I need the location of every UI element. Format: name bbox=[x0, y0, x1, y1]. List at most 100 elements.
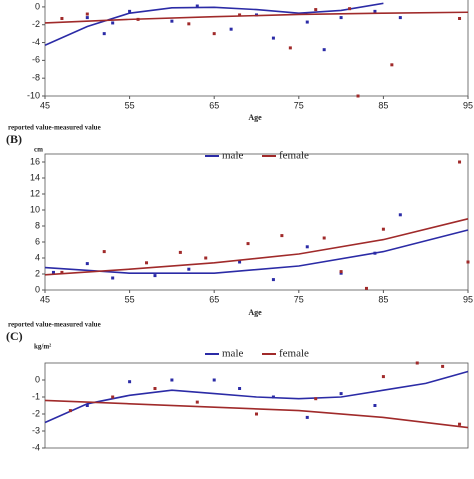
data-point bbox=[238, 260, 242, 264]
data-point bbox=[238, 387, 242, 390]
y-tick-label: 0 bbox=[35, 284, 40, 294]
data-point bbox=[314, 8, 318, 12]
x-tick-label: 95 bbox=[463, 294, 473, 304]
fit-line bbox=[44, 2, 384, 46]
legend-label: female bbox=[279, 150, 309, 162]
fit-line bbox=[44, 229, 469, 274]
data-point bbox=[85, 404, 89, 407]
data-point bbox=[271, 395, 275, 399]
data-point bbox=[85, 262, 89, 266]
data-point bbox=[373, 404, 377, 407]
data-point bbox=[314, 397, 318, 401]
fit-line bbox=[44, 218, 469, 276]
x-tick-label: 95 bbox=[463, 100, 473, 110]
data-point bbox=[212, 378, 216, 382]
y-tick-label: -3 bbox=[32, 425, 40, 435]
y-tick-label: -8 bbox=[32, 73, 40, 83]
plot-frame bbox=[44, 0, 469, 97]
data-point bbox=[195, 4, 199, 8]
x-axis-label: Age bbox=[248, 113, 262, 122]
y-tick-label: 2 bbox=[35, 268, 40, 278]
x-tick-label: 85 bbox=[378, 294, 388, 304]
data-point bbox=[339, 270, 343, 274]
data-point bbox=[381, 375, 385, 379]
data-point bbox=[111, 395, 115, 399]
data-point bbox=[458, 160, 462, 164]
data-point bbox=[178, 250, 182, 254]
data-point bbox=[356, 94, 360, 98]
y-tick-label: -10 bbox=[27, 90, 40, 100]
data-point bbox=[466, 260, 470, 264]
y-unit: kg/m² bbox=[34, 343, 51, 351]
y-tick-label: -6 bbox=[32, 55, 40, 65]
legend-label: male bbox=[222, 348, 243, 360]
data-point bbox=[339, 271, 343, 275]
x-tick-label: 75 bbox=[294, 100, 304, 110]
data-point bbox=[111, 21, 115, 25]
legend-label: male bbox=[222, 150, 243, 162]
x-tick-label: 75 bbox=[294, 294, 304, 304]
y-tick-label: -4 bbox=[32, 442, 40, 452]
data-point bbox=[145, 261, 149, 265]
data-point bbox=[85, 16, 89, 20]
data-point bbox=[238, 13, 242, 17]
data-point bbox=[305, 20, 309, 24]
y-tick-label: 0 bbox=[35, 374, 40, 384]
data-point bbox=[187, 267, 191, 271]
data-point bbox=[398, 213, 402, 217]
data-point bbox=[322, 48, 326, 52]
y-tick-label: 0 bbox=[35, 1, 40, 11]
data-point bbox=[339, 392, 343, 396]
y-unit: cm bbox=[34, 146, 43, 154]
y-axis-caption: reported value-measured value bbox=[8, 321, 101, 329]
y-tick-label: 16 bbox=[30, 156, 40, 166]
data-point bbox=[373, 251, 377, 255]
data-point bbox=[187, 22, 191, 26]
data-point bbox=[195, 400, 199, 404]
data-point bbox=[102, 250, 106, 254]
data-point bbox=[381, 227, 385, 231]
data-point bbox=[458, 422, 462, 426]
data-point bbox=[229, 27, 233, 31]
fit-line bbox=[44, 370, 469, 424]
y-tick-label: 10 bbox=[30, 204, 40, 214]
data-point bbox=[390, 63, 394, 67]
data-point bbox=[60, 16, 64, 20]
x-tick-label: 65 bbox=[209, 294, 219, 304]
data-point bbox=[373, 9, 377, 13]
y-tick-label: 14 bbox=[30, 172, 40, 182]
x-axis-label: Age bbox=[248, 308, 262, 317]
x-tick-label: 65 bbox=[209, 100, 219, 110]
data-point bbox=[136, 17, 140, 21]
data-point bbox=[246, 242, 250, 246]
data-point bbox=[271, 278, 275, 282]
y-tick-label: 12 bbox=[30, 188, 40, 198]
panel-label: (C) bbox=[6, 329, 23, 343]
fit-line bbox=[44, 399, 469, 429]
data-point bbox=[305, 415, 309, 419]
data-point bbox=[255, 412, 258, 416]
plot-frame bbox=[44, 153, 469, 291]
panel-label: (B) bbox=[6, 132, 22, 146]
data-point bbox=[170, 19, 174, 23]
data-point bbox=[288, 46, 292, 50]
y-tick-label: -2 bbox=[32, 408, 40, 418]
x-tick-label: 55 bbox=[125, 294, 135, 304]
data-point bbox=[280, 234, 284, 238]
data-point bbox=[128, 380, 132, 384]
data-point bbox=[212, 32, 216, 36]
data-point bbox=[364, 286, 368, 290]
x-tick-label: 45 bbox=[40, 100, 50, 110]
x-tick-label: 45 bbox=[40, 294, 50, 304]
fit-line bbox=[44, 11, 469, 24]
data-point bbox=[111, 276, 115, 280]
x-tick-label: 85 bbox=[378, 100, 388, 110]
data-point bbox=[271, 36, 275, 40]
data-point bbox=[339, 16, 343, 20]
x-tick-label: 55 bbox=[125, 100, 135, 110]
data-point bbox=[60, 270, 64, 274]
data-point bbox=[305, 245, 309, 249]
data-point bbox=[398, 16, 402, 20]
data-point bbox=[153, 274, 157, 278]
